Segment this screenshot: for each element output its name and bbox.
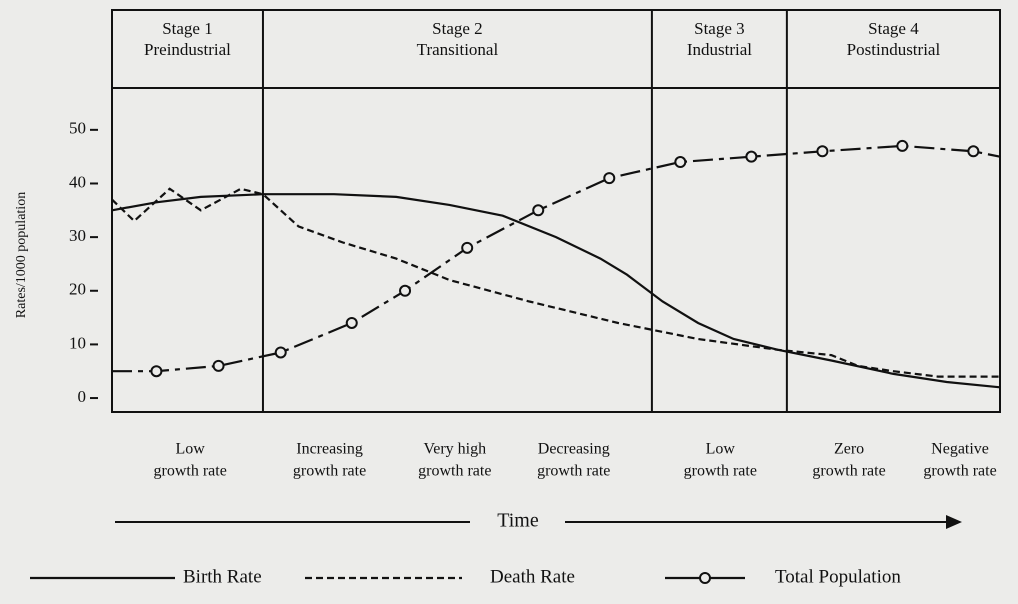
growth-label: growth rate xyxy=(293,463,366,480)
stage-label: Preindustrial xyxy=(144,40,231,59)
growth-label: growth rate xyxy=(923,463,996,480)
growth-label: Negative xyxy=(931,441,989,458)
series-line xyxy=(112,144,1001,373)
stage-label: Stage 2 xyxy=(432,19,483,38)
series-line xyxy=(111,187,1000,378)
stage-label: Transitional xyxy=(417,40,499,59)
growth-label: growth rate xyxy=(153,463,226,480)
y-tick-label: 40 xyxy=(69,172,86,191)
growth-label: Very high xyxy=(423,441,486,458)
legend-label: Total Population xyxy=(775,566,901,587)
legend-label: Birth Rate xyxy=(183,566,262,587)
point-marker xyxy=(674,156,687,169)
series-line xyxy=(111,193,1001,389)
time-arrowhead xyxy=(946,515,962,529)
stage-label: Stage 4 xyxy=(868,19,919,38)
legend-label: Death Rate xyxy=(490,566,575,587)
growth-label: Low xyxy=(706,441,736,458)
point-marker xyxy=(461,241,474,254)
point-marker xyxy=(816,145,829,158)
point-marker xyxy=(274,346,287,359)
point-marker xyxy=(603,172,616,185)
y-tick-label: 0 xyxy=(78,387,87,406)
growth-label: growth rate xyxy=(684,463,757,480)
point-marker xyxy=(532,204,545,217)
growth-label: growth rate xyxy=(537,463,610,480)
point-marker xyxy=(896,139,909,152)
stage-label: Stage 3 xyxy=(694,19,745,38)
y-tick-label: 50 xyxy=(69,119,86,138)
y-tick-label: 30 xyxy=(69,226,86,245)
stage-label: Stage 1 xyxy=(162,19,213,38)
y-axis-label: Rates/1000 population xyxy=(14,192,29,318)
y-tick-label: 20 xyxy=(69,280,86,299)
plot-frame xyxy=(111,9,1001,413)
y-tick-label: 10 xyxy=(69,333,86,352)
point-marker xyxy=(967,145,980,158)
point-marker xyxy=(212,359,225,372)
point-marker xyxy=(399,284,412,297)
growth-label: Zero xyxy=(834,441,864,458)
growth-label: Low xyxy=(175,441,205,458)
stage-label: Industrial xyxy=(687,40,752,59)
legend-marker xyxy=(699,572,711,584)
point-marker xyxy=(745,150,758,163)
point-marker xyxy=(345,316,358,329)
growth-label: Increasing xyxy=(296,441,363,458)
point-marker xyxy=(150,365,163,378)
growth-label: growth rate xyxy=(418,463,491,480)
growth-label: growth rate xyxy=(812,463,885,480)
growth-label: Decreasing xyxy=(538,441,610,458)
time-label: Time xyxy=(497,510,539,532)
stage-label: Postindustrial xyxy=(847,40,941,59)
